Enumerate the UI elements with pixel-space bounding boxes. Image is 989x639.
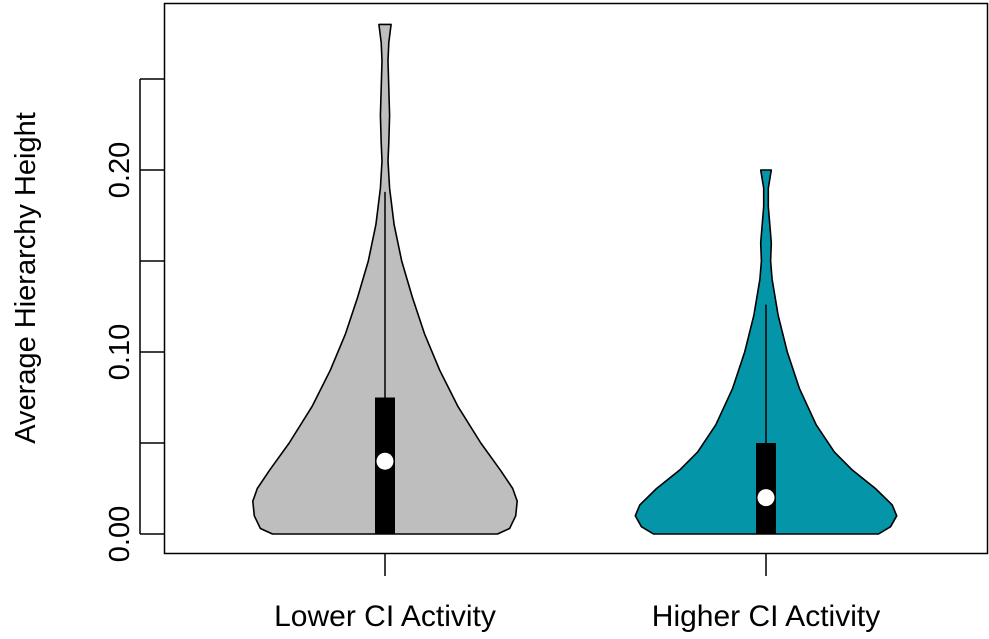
x-category-label: Higher CI Activity (652, 600, 880, 633)
violin-median-point (757, 489, 775, 507)
x-category-label: Lower CI Activity (274, 600, 496, 633)
violins-layer (252, 23, 898, 535)
y-tick-label: 0.00 (104, 506, 136, 562)
plot-frame (163, 2, 989, 555)
x-axis: Lower CI Activity Higher CI Activity (274, 553, 880, 633)
violin-iqr-box (756, 443, 776, 534)
y-axis-label: Average Hierarchy Height (10, 112, 42, 444)
violin-median-point (376, 452, 394, 470)
y-axis: 0.00 0.10 0.20 (104, 78, 164, 562)
y-tick-label: 0.20 (104, 142, 136, 198)
y-tick-label: 0.10 (104, 324, 136, 380)
